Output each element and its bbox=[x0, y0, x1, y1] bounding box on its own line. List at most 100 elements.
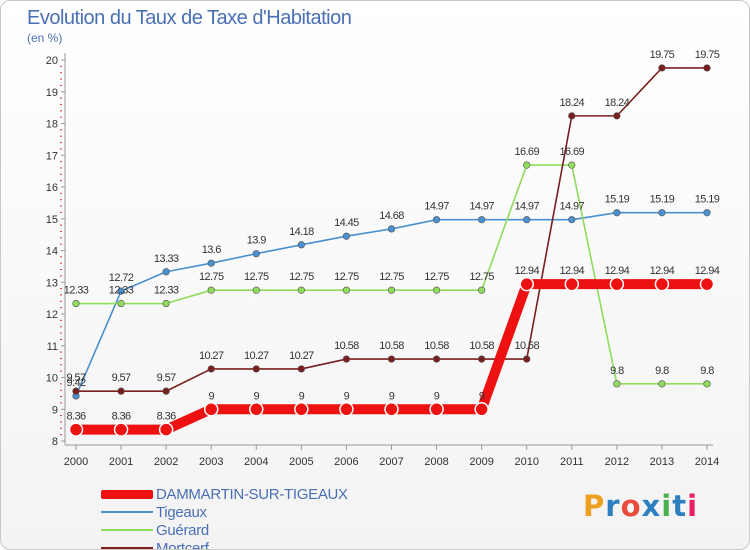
series-point-3 bbox=[387, 355, 396, 363]
y-tick-label: 8 bbox=[52, 436, 58, 448]
data-label-3: 10.27 bbox=[289, 350, 314, 362]
series-point-1 bbox=[523, 216, 531, 224]
x-tick-label: 2004 bbox=[244, 456, 268, 468]
y-minor-tick bbox=[60, 173, 62, 175]
y-tick-label: 11 bbox=[47, 341, 58, 353]
y-minor-tick bbox=[60, 237, 62, 239]
series-point-0 bbox=[609, 276, 625, 292]
y-minor-tick bbox=[60, 396, 62, 398]
y-minor-tick bbox=[60, 402, 62, 404]
series-point-0 bbox=[564, 276, 580, 292]
series-point-1 bbox=[117, 287, 125, 295]
series-point-0 bbox=[429, 402, 444, 417]
data-label-0: 9 bbox=[389, 390, 395, 402]
series-point-0 bbox=[339, 402, 354, 417]
y-minor-tick bbox=[60, 370, 62, 372]
data-label-0: 9 bbox=[254, 390, 260, 402]
data-label-3: 19.75 bbox=[650, 49, 675, 61]
series-point-0 bbox=[249, 402, 264, 417]
x-tick-label: 2005 bbox=[289, 456, 313, 468]
series-point-3 bbox=[252, 365, 260, 373]
data-label-3: 18.24 bbox=[605, 97, 630, 109]
data-label-1: 12.72 bbox=[109, 272, 134, 284]
legend-item-tigeaux: Tigeaux bbox=[101, 503, 348, 521]
series-point-3 bbox=[117, 387, 125, 395]
y-minor-tick bbox=[60, 243, 62, 245]
data-label-0: 12.94 bbox=[560, 265, 585, 277]
logo-letter: o bbox=[620, 489, 642, 523]
y-minor-tick bbox=[60, 262, 62, 264]
data-label-0: 9 bbox=[434, 390, 440, 402]
data-label-2: 12.33 bbox=[64, 285, 89, 297]
data-label-2: 12.75 bbox=[424, 271, 449, 283]
series-point-1 bbox=[207, 259, 215, 267]
y-minor-tick bbox=[60, 300, 62, 302]
y-minor-tick bbox=[60, 161, 62, 163]
y-tick-label: 17 bbox=[46, 150, 58, 162]
data-label-1: 15.19 bbox=[695, 194, 720, 206]
y-minor-tick bbox=[60, 269, 62, 271]
y-minor-tick bbox=[60, 230, 62, 232]
series-point-3 bbox=[658, 64, 666, 72]
legend-swatch-tigeaux bbox=[101, 511, 153, 513]
legend-item-guerard: Guérard bbox=[101, 521, 348, 539]
series-point-3 bbox=[297, 365, 305, 373]
data-label-1: 15.19 bbox=[605, 194, 630, 206]
series-point-1 bbox=[252, 250, 260, 258]
series-point-2 bbox=[568, 161, 576, 169]
legend-label-dammartin: DAMMARTIN-SUR-TIGEAUX bbox=[156, 485, 348, 503]
series-point-2 bbox=[703, 380, 711, 388]
data-label-0: 12.94 bbox=[605, 265, 630, 277]
y-minor-tick bbox=[60, 103, 62, 105]
data-label-1: 14.68 bbox=[379, 210, 404, 222]
series-point-3 bbox=[703, 64, 711, 72]
y-tick-label: 10 bbox=[46, 373, 58, 385]
series-point-1 bbox=[297, 241, 305, 249]
data-label-1: 14.97 bbox=[469, 201, 494, 213]
data-label-3: 10.58 bbox=[379, 340, 404, 352]
series-point-1 bbox=[162, 268, 170, 276]
y-minor-tick bbox=[60, 110, 62, 112]
x-tick-label: 2007 bbox=[379, 456, 403, 468]
x-tick-label: 2013 bbox=[650, 456, 674, 468]
series-point-1 bbox=[342, 232, 351, 240]
series-point-3 bbox=[523, 355, 531, 363]
series-point-2 bbox=[658, 380, 666, 388]
data-label-3: 10.58 bbox=[469, 340, 494, 352]
data-label-1: 14.45 bbox=[334, 217, 359, 229]
x-tick-label: 2010 bbox=[514, 456, 538, 468]
legend-label-guerard: Guérard bbox=[156, 521, 209, 539]
data-label-2: 16.69 bbox=[560, 146, 585, 158]
series-point-1 bbox=[568, 216, 576, 224]
data-label-3: 10.58 bbox=[514, 340, 539, 352]
y-minor-tick bbox=[60, 364, 62, 366]
data-label-1: 15.19 bbox=[650, 194, 675, 206]
legend-label-mortcerf: Mortcerf bbox=[156, 539, 209, 550]
series-point-0 bbox=[699, 276, 715, 292]
data-label-1: 13.9 bbox=[247, 235, 266, 247]
series-point-0 bbox=[519, 276, 534, 292]
logo-letter: i bbox=[661, 489, 673, 523]
data-label-0: 9 bbox=[344, 390, 350, 402]
data-label-0: 8.36 bbox=[112, 411, 131, 423]
y-tick-label: 20 bbox=[46, 55, 58, 67]
series-point-2 bbox=[252, 286, 260, 294]
data-label-3: 10.27 bbox=[244, 350, 269, 362]
y-minor-tick bbox=[60, 357, 62, 359]
series-point-0 bbox=[158, 422, 174, 437]
y-tick-label: 19 bbox=[46, 87, 58, 99]
y-minor-tick bbox=[60, 205, 62, 207]
series-point-2 bbox=[207, 286, 215, 294]
legend-item-mortcerf: Mortcerf bbox=[101, 539, 348, 550]
y-tick-label: 9 bbox=[52, 404, 58, 416]
series-point-3 bbox=[432, 355, 441, 363]
series-point-2 bbox=[162, 299, 170, 308]
series-point-2 bbox=[523, 161, 531, 169]
series-point-0 bbox=[203, 402, 219, 417]
y-minor-tick bbox=[60, 421, 62, 423]
series-point-0 bbox=[384, 402, 399, 417]
y-minor-tick bbox=[60, 224, 62, 226]
y-minor-tick bbox=[60, 72, 62, 74]
y-minor-tick bbox=[60, 427, 62, 429]
